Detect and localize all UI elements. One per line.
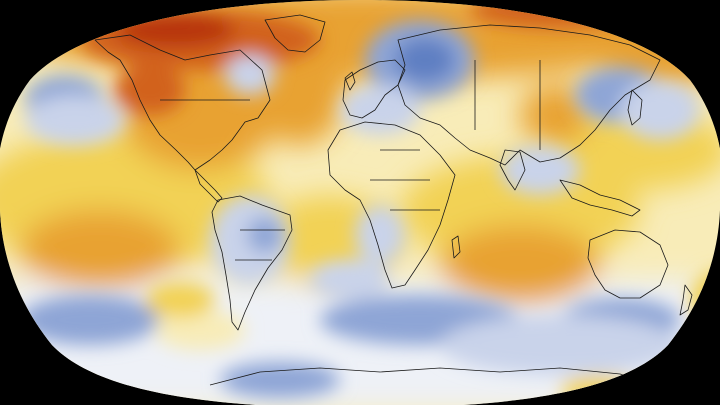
europe-outline bbox=[342, 59, 406, 119]
asia-outline bbox=[397, 24, 661, 166]
antarctica-outline bbox=[209, 367, 661, 386]
border-lines bbox=[160, 60, 541, 261]
greenland-outline bbox=[264, 14, 326, 53]
south-america-outline bbox=[211, 195, 293, 331]
africa-outline bbox=[327, 121, 456, 289]
india-outline bbox=[499, 149, 526, 191]
anomaly-layer-detail bbox=[20, 0, 720, 404]
uk-outline bbox=[344, 71, 356, 91]
southeast-asia-islands-outline bbox=[559, 179, 641, 217]
japan-outline bbox=[627, 89, 643, 126]
new-zealand-outline bbox=[679, 284, 693, 316]
north-america-outline bbox=[94, 34, 271, 171]
coastline-outlines bbox=[94, 14, 693, 386]
madagascar-outline bbox=[451, 235, 461, 259]
australia-outline bbox=[587, 229, 669, 299]
